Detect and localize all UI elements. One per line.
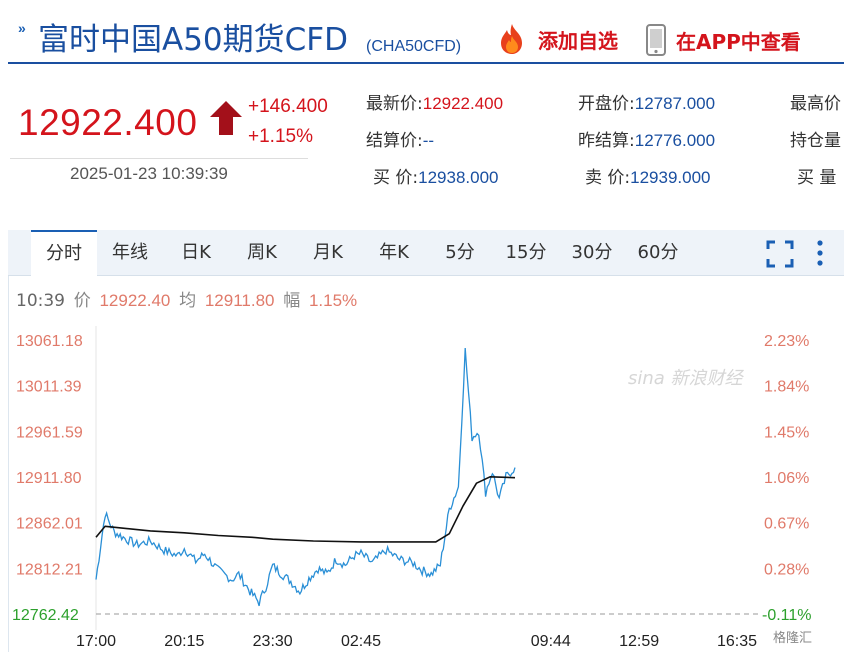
tab-2[interactable]: 日K	[181, 242, 211, 263]
watermark: sina 新浪财经	[628, 368, 743, 389]
open-interest-field: 持仓量	[790, 126, 841, 151]
x-tick: 12:59	[619, 633, 659, 650]
info-avg-key: 均	[179, 291, 197, 311]
ask-price-label: 卖 价:	[585, 168, 631, 188]
title-divider	[8, 62, 844, 64]
period-tab-bar	[8, 230, 844, 276]
tab-7[interactable]: 15分	[505, 242, 547, 263]
y-tick-right: 0.67%	[764, 516, 809, 533]
average-line	[95, 476, 516, 543]
up-arrow-icon	[210, 101, 242, 135]
change-percent: +1.15%	[248, 126, 313, 147]
fullscreen-icon[interactable]	[766, 240, 794, 268]
y-tick-right: 1.45%	[764, 424, 809, 441]
price-divider	[10, 158, 308, 159]
x-tick: 02:45	[341, 633, 381, 650]
high-price-label: 最高价	[790, 94, 841, 114]
tab-8[interactable]: 30分	[571, 242, 613, 263]
ask-price-value: 12939.000	[630, 168, 711, 187]
settle-price-field: 结算价:--	[366, 126, 434, 151]
x-tick: 16:35	[717, 633, 757, 650]
x-tick: 20:15	[164, 633, 204, 650]
y-tick-left: 12862.01	[16, 516, 83, 533]
settle-price-label: 结算价:	[366, 131, 423, 151]
tab-9[interactable]: 60分	[637, 242, 679, 263]
prev-settle-value: 12776.000	[634, 131, 716, 150]
info-avg-value: 12911.80	[204, 291, 275, 310]
bid-price-label: 买 价:	[373, 168, 419, 188]
open-price-label: 开盘价:	[578, 94, 635, 114]
brand-watermark: 格隆汇	[770, 626, 816, 647]
open-price-field: 开盘价:12787.000	[578, 89, 715, 114]
instrument-code: (CHA50CFD)	[366, 38, 462, 55]
x-tick: 09:44	[531, 633, 571, 650]
bid-volume-label: 买 量	[797, 168, 837, 188]
open-price-value: 12787.000	[634, 94, 716, 113]
prev-settle-label: 昨结算:	[578, 131, 635, 151]
open-interest-label: 持仓量	[790, 131, 841, 151]
view-in-app-label: 在APP中查看	[676, 29, 801, 54]
high-price-field: 最高价	[790, 89, 841, 114]
y-tick-left: 12812.21	[16, 561, 83, 578]
more-menu-icon[interactable]	[812, 238, 828, 268]
x-tick: 17:00	[76, 633, 116, 650]
title-bar: » 富时中国A50期货CFD (CHA50CFD) 添加自选 在APP中查看	[0, 0, 844, 64]
y-tick-left: 12762.42	[12, 607, 79, 624]
settle-price-value: --	[422, 131, 435, 150]
last-price-value: 12922.400	[422, 94, 504, 113]
info-price-value: 12922.40	[99, 291, 171, 310]
price-line	[95, 347, 516, 607]
y-tick-left: 12961.59	[16, 424, 83, 441]
fire-icon	[501, 24, 522, 54]
quote-timestamp: 2025-01-23 10:39:39	[70, 164, 228, 183]
y-tick-right: 1.06%	[764, 470, 809, 487]
y-tick-left: 13061.18	[16, 333, 83, 350]
prev-settle-field: 昨结算:12776.000	[578, 126, 715, 151]
info-price-key: 价	[73, 291, 91, 311]
tab-3[interactable]: 周K	[247, 242, 277, 263]
y-tick-right: -0.11%	[762, 607, 812, 624]
y-tick-left: 12911.80	[16, 470, 82, 487]
tab-6[interactable]: 5分	[445, 242, 475, 263]
tab-1[interactable]: 年线	[112, 242, 148, 263]
phone-icon	[646, 24, 666, 56]
bid-volume-field: 买 量	[797, 163, 836, 188]
info-time: 10:39	[16, 291, 65, 311]
y-tick-right: 2.23%	[764, 333, 809, 350]
y-tick-right: 1.84%	[764, 379, 809, 396]
y-tick-left: 13011.39	[16, 379, 82, 396]
add-favorite-button[interactable]: 添加自选	[496, 22, 618, 56]
x-tick: 23:30	[253, 633, 293, 650]
add-favorite-label: 添加自选	[538, 28, 618, 53]
last-price: 12922.400	[18, 102, 198, 143]
y-tick-right: 0.28%	[764, 561, 809, 578]
info-amp-key: 幅	[283, 291, 301, 311]
title-arrows-icon: »	[18, 20, 26, 36]
tab-5[interactable]: 年K	[379, 242, 409, 263]
page-title: 富时中国A50期货CFD	[38, 22, 348, 58]
info-amp-value: 1.15%	[308, 291, 358, 310]
last-price-label: 最新价:	[366, 94, 423, 114]
ask-price-field: 卖 价:12939.000	[585, 163, 711, 188]
bid-price-value: 12938.000	[418, 168, 499, 187]
view-in-app-button[interactable]: 在APP中查看	[646, 22, 801, 58]
change-absolute: +146.400	[248, 96, 328, 117]
intraday-chart[interactable]: 13061.18 13011.39 12961.59 12911.80 12862.01…	[0, 300, 844, 652]
bid-price-field: 买 价:12938.000	[373, 163, 499, 188]
last-price-field: 最新价:12922.400	[366, 89, 503, 114]
tab-4[interactable]: 月K	[313, 242, 343, 263]
crosshair-info: 10:39 价 12922.40 均 12911.80 幅 1.15%	[16, 286, 361, 311]
tab-0[interactable]: 分时	[31, 230, 97, 277]
